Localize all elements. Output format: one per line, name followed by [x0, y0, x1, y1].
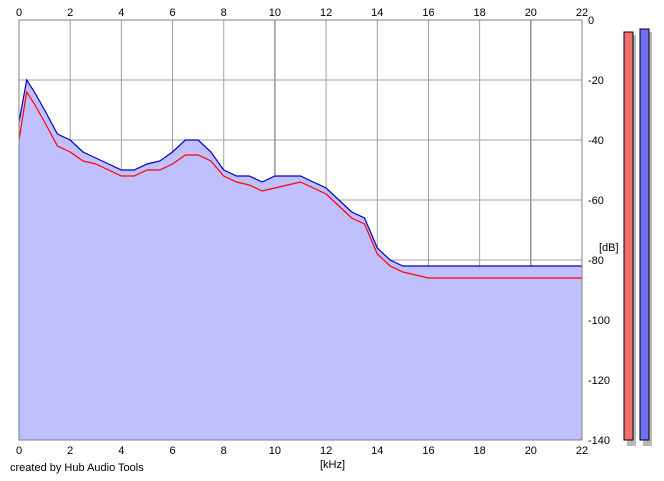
x-tick-label-top: 18 [474, 7, 486, 19]
series-lines [18, 78, 582, 279]
x-tick-label-bottom: 10 [269, 445, 281, 457]
meter-right [639, 28, 650, 441]
x-tick-label-top: 10 [269, 7, 281, 19]
x-tick-label-bottom: 0 [16, 445, 22, 457]
x-tick-label-top: 12 [320, 7, 332, 19]
x-tick-label-bottom: 4 [118, 445, 124, 457]
x-tick-label-top: 0 [16, 7, 22, 19]
series-line-red [18, 90, 582, 279]
y-ticks: 0 -20 -40 -60 -80 -100 -120 -140 [588, 15, 610, 447]
x-tick-label-top: 20 [525, 7, 537, 19]
y-tick-label: -140 [588, 435, 610, 447]
x-tick-label-bottom: 2 [67, 445, 73, 457]
meter-left [623, 31, 634, 441]
x-tick-label-top: 14 [371, 7, 383, 19]
x-tick-label-bottom: 8 [221, 445, 227, 457]
x-tick-label-bottom: 18 [474, 445, 486, 457]
y-tick-label: 0 [588, 15, 594, 27]
x-tick-label-top: 16 [422, 7, 434, 19]
x-tick-label-bottom: 16 [422, 445, 434, 457]
x-tick-label-bottom: 14 [371, 445, 383, 457]
y-tick-label: -80 [588, 255, 604, 267]
y-tick-label: -100 [588, 315, 610, 327]
x-axis-label: [kHz] [320, 459, 345, 471]
plot-frame [18, 19, 583, 441]
x-tick-label-top: 8 [221, 7, 227, 19]
x-tick-label-top: 22 [576, 7, 588, 19]
x-ticks-bottom: 0 2 4 6 8 10 12 14 16 18 20 22 [16, 445, 588, 457]
x-tick-label-bottom: 12 [320, 445, 332, 457]
credit-text: created by Hub Audio Tools [10, 462, 144, 474]
x-tick-label-bottom: 22 [576, 445, 588, 457]
y-tick-label: -60 [588, 195, 604, 207]
x-tick-label-top: 6 [169, 7, 175, 19]
y-tick-label: -40 [588, 135, 604, 147]
x-tick-label-bottom: 20 [525, 445, 537, 457]
y-tick-label: -20 [588, 75, 604, 87]
series-line-blue [18, 78, 582, 267]
y-tick-label: -120 [588, 375, 610, 387]
x-tick-label-top: 4 [118, 7, 124, 19]
x-ticks-top: 0 2 4 6 8 10 12 14 16 18 20 22 [16, 7, 588, 19]
x-tick-label-bottom: 6 [169, 445, 175, 457]
y-axis-label: [dB] [599, 242, 619, 254]
level-meters [623, 28, 652, 446]
x-tick-label-top: 2 [67, 7, 73, 19]
